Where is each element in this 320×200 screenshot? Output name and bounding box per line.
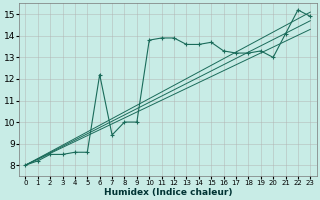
X-axis label: Humidex (Indice chaleur): Humidex (Indice chaleur) xyxy=(104,188,232,197)
